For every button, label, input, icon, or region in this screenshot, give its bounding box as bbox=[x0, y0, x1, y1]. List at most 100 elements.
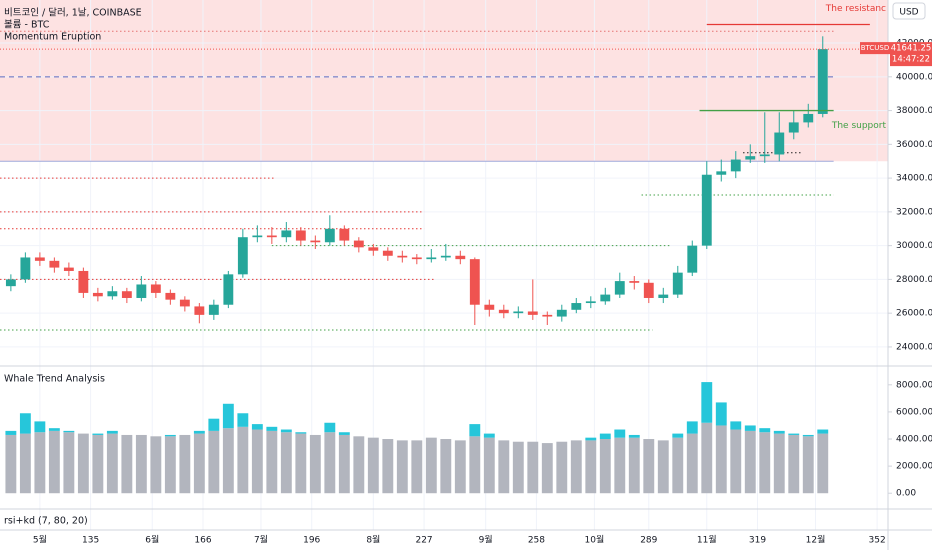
volume-bar bbox=[48, 430, 60, 494]
candle-body bbox=[585, 301, 596, 304]
candle-body bbox=[397, 255, 408, 258]
volume-bar bbox=[701, 382, 713, 423]
x-tick-label: 11월 bbox=[697, 534, 717, 546]
volume-bar bbox=[77, 433, 89, 494]
volume-bar bbox=[179, 434, 191, 494]
volume-bar bbox=[193, 430, 205, 434]
indicator-label: Whale Trend Analysis bbox=[4, 374, 105, 385]
candle-body bbox=[687, 245, 698, 273]
candle-body bbox=[803, 113, 814, 123]
candle-body bbox=[295, 230, 306, 241]
volume-bar bbox=[556, 441, 568, 494]
y-tick-label: 32000.00 bbox=[896, 207, 932, 217]
symbol-tag bbox=[860, 42, 890, 55]
volume-bar bbox=[715, 402, 727, 426]
candle-body bbox=[469, 259, 480, 305]
volume-bar bbox=[483, 437, 495, 494]
volume-bar bbox=[759, 432, 771, 494]
currency-button[interactable] bbox=[892, 2, 926, 20]
volume-bar bbox=[280, 432, 292, 494]
volume-bar bbox=[817, 429, 829, 434]
volume-bar bbox=[382, 439, 394, 494]
symbol-label: BTCUSD bbox=[861, 44, 890, 52]
candle-body bbox=[266, 235, 277, 238]
volume-bar bbox=[208, 418, 220, 431]
candle-body bbox=[34, 257, 45, 261]
indicator-label: Momentum Eruption bbox=[4, 32, 101, 43]
y-tick-label: 40000.00 bbox=[896, 72, 932, 82]
volume-bar bbox=[5, 430, 17, 435]
candle-body bbox=[223, 274, 234, 305]
volume-bar bbox=[759, 428, 771, 433]
candle-body bbox=[150, 284, 161, 293]
volume-bar bbox=[34, 421, 46, 433]
candle-body bbox=[498, 309, 509, 314]
candle-body bbox=[208, 304, 219, 315]
volume-bar bbox=[150, 436, 162, 494]
volume-bar bbox=[599, 439, 611, 494]
y-tick-label: 26000.00 bbox=[896, 309, 932, 319]
candle-body bbox=[556, 309, 567, 317]
annotation-label: The support bbox=[831, 121, 887, 131]
volume-bar bbox=[92, 433, 104, 435]
highlight-zone bbox=[0, 0, 888, 162]
candle-body bbox=[78, 270, 89, 293]
volume-bar bbox=[222, 428, 234, 494]
candle-body bbox=[121, 291, 132, 298]
volume-bar bbox=[324, 432, 336, 494]
candle-body bbox=[614, 281, 625, 295]
volume-bar bbox=[440, 439, 452, 494]
candle-body bbox=[774, 132, 785, 155]
x-tick-label: 9월 bbox=[479, 534, 493, 546]
candle-body bbox=[455, 255, 466, 260]
volume-bar bbox=[237, 426, 249, 494]
volume-bar bbox=[425, 437, 437, 494]
candle-body bbox=[643, 282, 654, 298]
candle-body bbox=[484, 304, 495, 310]
volume-bar bbox=[788, 434, 800, 494]
volume-bar bbox=[788, 433, 800, 435]
candle-body bbox=[817, 49, 828, 114]
y-tick-label: 8000.00 bbox=[896, 380, 932, 390]
x-tick-label: 352 bbox=[869, 536, 886, 546]
volume-bar bbox=[454, 440, 466, 494]
volume-bar bbox=[19, 413, 31, 434]
countdown-label: 14:47:22 bbox=[892, 55, 930, 65]
volume-bar bbox=[744, 425, 756, 431]
candle-body bbox=[382, 250, 393, 256]
price-tag bbox=[890, 42, 932, 67]
last-price-label: 41641.25 bbox=[891, 44, 932, 54]
x-tick-label: 166 bbox=[194, 536, 211, 546]
volume-bar bbox=[338, 432, 350, 435]
candle-body bbox=[600, 294, 611, 302]
candle-body bbox=[92, 292, 103, 297]
volume-bar bbox=[498, 440, 510, 494]
y-tick-label: 34000.00 bbox=[896, 174, 932, 184]
candle-body bbox=[281, 230, 292, 238]
volume-bar bbox=[251, 429, 263, 494]
x-tick-label: 258 bbox=[528, 536, 545, 546]
volume-bar bbox=[585, 437, 597, 441]
candle-body bbox=[252, 235, 263, 238]
x-tick-label: 289 bbox=[640, 536, 657, 546]
y-tick-label: 30000.00 bbox=[896, 241, 932, 251]
volume-bar bbox=[585, 440, 597, 494]
volume-bar bbox=[628, 434, 640, 438]
candle-body bbox=[716, 171, 727, 175]
volume-bar bbox=[106, 430, 118, 434]
volume-bar bbox=[63, 432, 75, 494]
volume-bar bbox=[237, 413, 249, 427]
volume-bar bbox=[222, 403, 234, 429]
volume-bar bbox=[251, 424, 263, 430]
volume-bar bbox=[266, 430, 278, 494]
candle-body bbox=[788, 122, 799, 133]
x-tick-label: 6월 bbox=[145, 534, 159, 546]
candle-body bbox=[542, 314, 553, 317]
volume-bar bbox=[48, 428, 60, 431]
candle-body bbox=[20, 257, 31, 280]
y-tick-label: 24000.00 bbox=[896, 342, 932, 352]
volume-bar bbox=[280, 429, 292, 433]
volume-bar bbox=[483, 433, 495, 438]
volume-bar bbox=[295, 433, 307, 494]
candle-body bbox=[324, 228, 335, 243]
